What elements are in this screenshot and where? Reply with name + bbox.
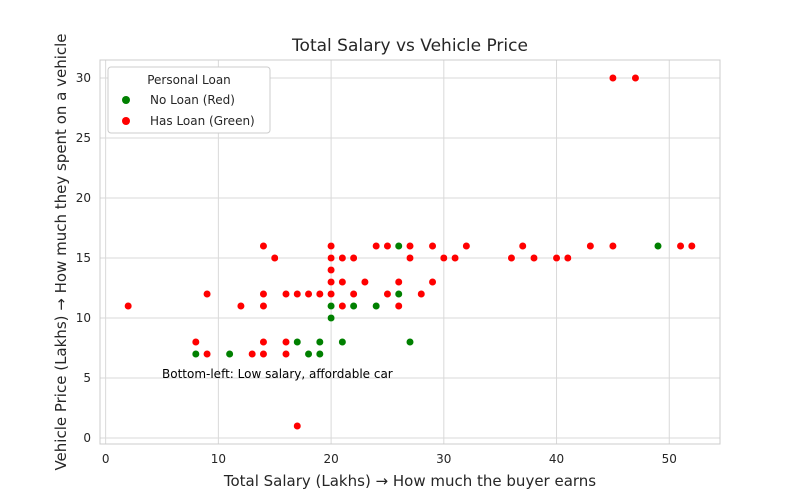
data-point bbox=[326, 253, 336, 263]
data-point bbox=[676, 241, 685, 251]
data-point bbox=[383, 241, 392, 251]
data-point bbox=[281, 337, 291, 347]
data-point bbox=[563, 253, 572, 263]
data-point bbox=[338, 277, 347, 287]
data-point bbox=[349, 289, 358, 299]
data-point bbox=[450, 253, 460, 263]
data-point bbox=[360, 277, 370, 287]
data-point bbox=[259, 337, 268, 347]
annotation-text: Bottom-left: Low salary, affordable car bbox=[162, 367, 393, 381]
legend-box bbox=[107, 66, 271, 134]
x-tick-label: 40 bbox=[549, 452, 564, 466]
data-point bbox=[259, 241, 268, 251]
data-point bbox=[326, 289, 336, 299]
data-point bbox=[518, 241, 527, 251]
data-point bbox=[326, 241, 336, 251]
data-point bbox=[293, 337, 302, 347]
data-point bbox=[281, 289, 291, 299]
legend-title: Personal Loan bbox=[147, 73, 231, 87]
data-point bbox=[394, 289, 403, 299]
chart-title: Total Salary vs Vehicle Price bbox=[291, 36, 528, 56]
data-point bbox=[405, 241, 415, 251]
data-point bbox=[202, 349, 212, 359]
data-point bbox=[507, 253, 516, 263]
y-tick-label: 5 bbox=[83, 371, 91, 385]
data-point bbox=[315, 337, 324, 347]
legend-marker-has-loan bbox=[122, 117, 130, 125]
data-point bbox=[372, 241, 381, 251]
data-point bbox=[293, 289, 302, 299]
x-tick-label: 30 bbox=[436, 452, 451, 466]
data-point bbox=[225, 349, 234, 359]
y-ticks: 0 5 10 15 20 25 30 bbox=[76, 71, 91, 445]
x-tick-label: 10 bbox=[211, 452, 226, 466]
x-tick-label: 50 bbox=[662, 452, 677, 466]
data-point bbox=[428, 277, 437, 287]
data-point bbox=[552, 253, 561, 263]
y-tick-label: 15 bbox=[76, 251, 91, 265]
data-point bbox=[338, 253, 347, 263]
data-point bbox=[405, 253, 415, 263]
data-point bbox=[259, 349, 268, 359]
data-point bbox=[281, 349, 291, 359]
legend-marker-no-loan bbox=[122, 96, 130, 104]
data-point bbox=[687, 241, 696, 251]
data-point bbox=[315, 349, 324, 359]
data-point bbox=[439, 253, 448, 263]
data-point bbox=[338, 337, 347, 347]
data-point bbox=[653, 241, 663, 251]
legend: Personal Loan No Loan (Red) Has Loan (Gr… bbox=[107, 66, 271, 134]
data-point bbox=[383, 289, 392, 299]
data-point bbox=[586, 241, 595, 251]
x-tick-label: 0 bbox=[102, 452, 110, 466]
data-point bbox=[326, 265, 336, 275]
data-point bbox=[529, 253, 539, 263]
y-tick-label: 10 bbox=[76, 311, 91, 325]
data-point bbox=[394, 241, 403, 251]
data-point bbox=[338, 301, 347, 311]
legend-label-no-loan: No Loan (Red) bbox=[150, 93, 235, 107]
x-tick-label: 20 bbox=[323, 452, 338, 466]
data-point bbox=[349, 253, 358, 263]
legend-label-has-loan: Has Loan (Green) bbox=[150, 114, 255, 128]
data-point bbox=[417, 289, 426, 299]
data-point bbox=[259, 289, 268, 299]
data-point bbox=[259, 301, 268, 311]
data-point bbox=[428, 241, 437, 251]
y-tick-label: 30 bbox=[76, 71, 91, 85]
data-point bbox=[608, 241, 618, 251]
x-axis-label: Total Salary (Lakhs) → How much the buye… bbox=[223, 472, 596, 490]
data-point bbox=[405, 337, 415, 347]
data-point bbox=[608, 73, 618, 83]
data-point bbox=[394, 301, 403, 311]
x-ticks: 0 10 20 30 40 50 bbox=[102, 452, 677, 466]
data-point bbox=[631, 73, 640, 83]
data-point bbox=[304, 349, 313, 359]
data-point bbox=[304, 289, 313, 299]
data-point bbox=[394, 277, 403, 287]
data-point bbox=[248, 349, 257, 359]
data-point bbox=[270, 253, 279, 263]
y-tick-label: 0 bbox=[83, 431, 91, 445]
y-axis-label: Vehicle Price (Lakhs) → How much they sp… bbox=[52, 33, 70, 470]
data-point bbox=[236, 301, 246, 311]
data-point bbox=[462, 241, 471, 251]
y-tick-label: 25 bbox=[76, 131, 91, 145]
data-point bbox=[124, 301, 133, 311]
data-point bbox=[372, 301, 381, 311]
data-point bbox=[191, 349, 200, 359]
data-point bbox=[326, 301, 336, 311]
data-points bbox=[124, 73, 696, 431]
y-tick-label: 20 bbox=[76, 191, 91, 205]
plot-frame bbox=[99, 59, 721, 445]
data-point bbox=[315, 289, 324, 299]
data-point bbox=[326, 313, 336, 323]
data-point bbox=[293, 421, 302, 431]
data-point bbox=[191, 337, 200, 347]
data-point bbox=[326, 277, 336, 287]
data-point bbox=[349, 301, 358, 311]
data-point bbox=[202, 289, 212, 299]
